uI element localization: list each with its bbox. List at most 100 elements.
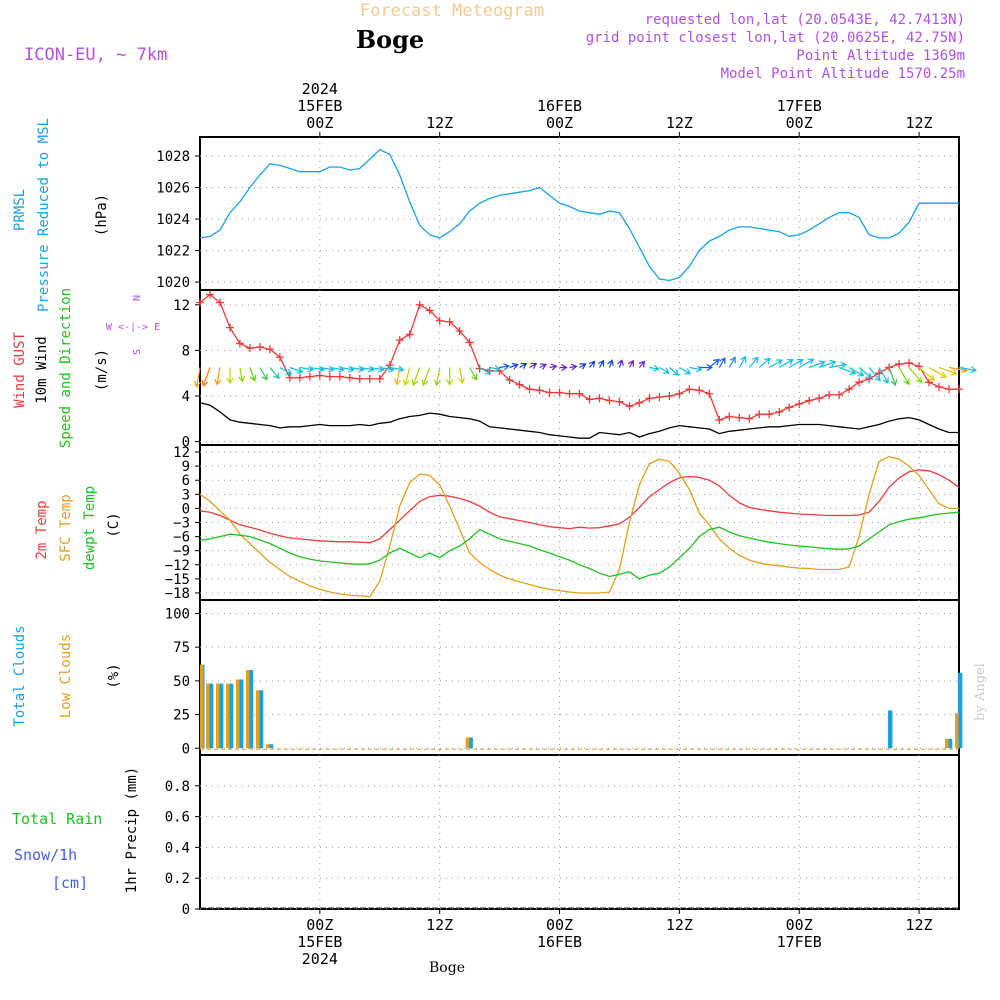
wind-vector — [679, 366, 692, 375]
wind-vector — [689, 365, 703, 373]
wind-vector — [588, 360, 596, 368]
wind-vector — [269, 367, 280, 380]
gust-point — [675, 389, 684, 398]
gust-point — [665, 391, 674, 400]
wind-vector — [669, 367, 680, 376]
gust-point — [745, 414, 754, 423]
gust-point — [655, 393, 664, 402]
gust-point — [345, 373, 354, 382]
y-tick-label: 0 — [182, 501, 190, 517]
series-line-2m-temp — [199, 469, 960, 544]
top-time-label: 12Z — [906, 114, 933, 132]
low-clouds-label: Low Clouds — [58, 634, 74, 718]
gust-point — [205, 290, 214, 299]
wind-vector — [539, 363, 547, 370]
wind-vector — [908, 367, 923, 384]
gust-point — [255, 342, 264, 351]
wind-vector — [718, 357, 726, 368]
gust-point — [515, 380, 524, 389]
top-time-label: 12Z — [666, 114, 693, 132]
bar-low-clouds — [245, 670, 250, 749]
precip-labels: Total Rain Snow/1h [cm] 1hr Precip (mm) — [12, 767, 140, 893]
top-time-label: 16FEB — [537, 97, 582, 115]
wind-vector — [607, 359, 614, 368]
y-tick-label: −12 — [165, 558, 190, 574]
y-tick-label: 3 — [182, 487, 190, 503]
bar-total-clouds — [468, 737, 473, 749]
gust-point — [835, 390, 844, 399]
top-time-label: 17FEB — [777, 97, 822, 115]
bar-total-clouds — [258, 690, 264, 749]
bar-low-clouds — [955, 713, 959, 749]
bottom-time-label: 00Z — [786, 916, 813, 934]
wind-vector — [798, 358, 815, 369]
y-tick-label: 25 — [173, 708, 190, 724]
wind-vector — [559, 363, 568, 372]
bar-total-clouds — [887, 710, 893, 749]
temperature-labels: 2m Temp SFC Temp dewpt Temp (C) — [34, 486, 122, 570]
gust-point — [885, 363, 894, 372]
gust-point — [815, 394, 824, 403]
bottom-time-label: 2024 — [302, 950, 338, 968]
wind-vector — [768, 359, 784, 369]
wind-vector — [818, 359, 837, 369]
wind-vector — [579, 363, 587, 370]
temp-unit-label: (C) — [106, 512, 122, 537]
bottom-time-label: 00Z — [306, 916, 333, 934]
y-tick-label: 8 — [182, 343, 190, 359]
wind-gust-label: Wind GUST — [12, 332, 28, 408]
wind-vector — [226, 367, 234, 385]
gust-point — [585, 395, 594, 404]
gust-point — [196, 298, 204, 307]
wind-vector — [829, 361, 848, 369]
wind-vector — [778, 359, 794, 369]
y-tick-label: 0.2 — [165, 871, 190, 887]
total-clouds-label: Total Clouds — [12, 625, 28, 726]
wind-vector — [411, 367, 421, 387]
bar-low-clouds — [236, 679, 240, 749]
gust-point — [315, 371, 324, 380]
gust-point — [805, 396, 814, 405]
gust-point — [595, 394, 604, 403]
bottom-time-label: 00Z — [546, 916, 573, 934]
gust-point — [465, 338, 474, 347]
wind-vector — [868, 367, 881, 382]
y-tick-label: 4 — [182, 389, 190, 405]
gust-point — [435, 316, 444, 325]
gust-point — [335, 372, 344, 381]
y-tick-label: 1026 — [156, 180, 190, 196]
bottom-time-label: 17FEB — [777, 933, 822, 951]
gust-point — [445, 317, 454, 326]
wind-vector — [659, 366, 670, 374]
compass-south: S — [132, 349, 143, 355]
gust-point — [525, 385, 534, 394]
wind-vector — [289, 366, 304, 374]
wind-vector — [402, 367, 411, 386]
gust-point — [235, 339, 244, 348]
credit-label: by Angel — [973, 663, 988, 721]
bar-low-clouds — [265, 744, 270, 749]
wind-vector — [469, 367, 478, 381]
pressure-labels: PRMSL Pressure Reduced to MSL (hPa) — [12, 118, 110, 312]
compass-north: N — [132, 295, 143, 301]
bottom-location-label: Boge — [429, 960, 465, 976]
y-tick-label: 50 — [173, 674, 190, 690]
wind-vector — [617, 359, 624, 368]
bar-total-clouds — [268, 744, 274, 749]
gust-point — [785, 403, 794, 412]
y-tick-label: 1022 — [156, 244, 190, 260]
y-tick-label: −18 — [165, 586, 190, 602]
gust-point — [495, 366, 504, 375]
bar-low-clouds — [465, 737, 470, 749]
gust-point — [225, 323, 234, 332]
gust-point — [935, 382, 944, 391]
bar-total-clouds — [228, 683, 234, 749]
wind-10m-label: 10m Wind — [34, 336, 50, 403]
gust-point — [455, 327, 464, 336]
gust-point — [295, 373, 304, 382]
bar-low-clouds — [216, 683, 220, 749]
y-tick-label: 0 — [182, 435, 190, 451]
model-point-altitude: Model Point Altitude 1570.25m — [721, 66, 965, 82]
wind-vector — [458, 367, 465, 384]
bottom-time-label: 12Z — [426, 916, 453, 934]
